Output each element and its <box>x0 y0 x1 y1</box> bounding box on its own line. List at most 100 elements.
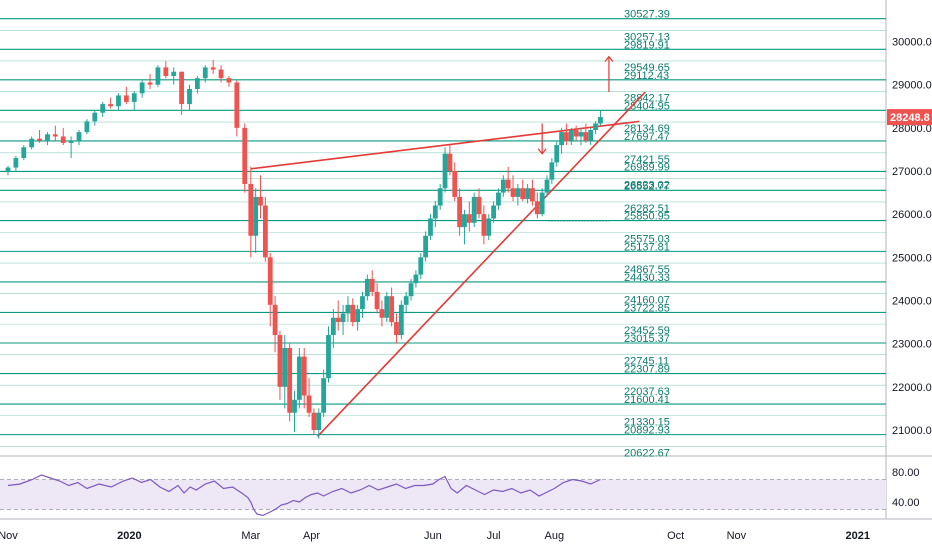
candle-body <box>68 140 74 143</box>
candle-layer <box>5 60 603 439</box>
level-label: 23722.85 <box>624 302 670 314</box>
level-label: 24430.33 <box>624 272 670 284</box>
candle-body <box>515 188 521 197</box>
level-label: 26282.51 <box>624 203 670 215</box>
y-tick-label: 25000.0 <box>892 252 932 264</box>
last-price-tag-bg <box>887 109 932 126</box>
candle-body <box>398 304 404 336</box>
candle-body <box>394 322 399 336</box>
candle-body <box>593 123 598 130</box>
axis-layer: 30000.0 29000.0 28000.0 27000.0 26000.0 25000… <box>0 37 932 543</box>
level-label: 24867.55 <box>624 264 670 276</box>
candle-body <box>301 356 307 396</box>
candle-body <box>486 218 492 236</box>
candle-body <box>296 356 302 400</box>
y-tick-label: 26000.0 <box>892 209 932 221</box>
candle-body <box>108 104 113 107</box>
candle-body <box>413 274 419 284</box>
candle-body <box>403 296 409 305</box>
y-tick-label: 22000.0 <box>892 382 932 394</box>
candle-body <box>326 335 331 379</box>
candle-body <box>539 192 545 215</box>
candle-body <box>123 95 129 102</box>
candle-body <box>350 304 356 323</box>
up-arrow-head <box>604 55 614 62</box>
y-tick-label: 23000.0 <box>892 339 932 351</box>
candle-body <box>374 291 380 310</box>
candle-body <box>92 112 98 122</box>
candle-body <box>564 132 569 141</box>
candle-body <box>462 214 467 228</box>
rsi-line <box>7 474 601 517</box>
candle-body <box>428 218 433 236</box>
level-label: 20892.93 <box>624 425 670 437</box>
candle-body <box>330 317 336 336</box>
candle-body <box>267 257 273 305</box>
candle-body <box>242 127 248 184</box>
candle-body <box>277 335 283 387</box>
candle-body <box>384 296 390 318</box>
candle-body <box>583 132 589 141</box>
candle-body <box>360 296 365 310</box>
down-arrow-head <box>537 148 547 155</box>
level-label: 27697.47 <box>624 131 670 143</box>
candle-body <box>131 93 137 102</box>
x-tick-label: Nov <box>727 530 747 542</box>
candle-body <box>544 179 550 193</box>
level-label: 21600.41 <box>624 394 670 406</box>
candle-body <box>500 179 506 193</box>
candle-body <box>491 205 496 219</box>
candle-body <box>530 188 535 202</box>
last-price-tag: 28248.8 <box>887 109 932 126</box>
candle-body <box>549 162 555 180</box>
candle-body <box>84 121 90 133</box>
candle-body <box>163 67 169 77</box>
candle-body <box>432 205 438 219</box>
candle-body <box>13 158 19 168</box>
rsi-layer <box>0 474 886 517</box>
candle-body <box>171 71 177 77</box>
level-label: 22037.63 <box>624 386 670 398</box>
level-label: 23015.37 <box>624 333 670 345</box>
candle-body <box>369 278 375 292</box>
y-tick-label: 27000.0 <box>892 166 932 178</box>
candle-body <box>179 71 185 105</box>
candle-body <box>505 179 511 189</box>
level-label: 26552.77 <box>624 180 670 192</box>
last-price-tag-text: 28248.8 <box>890 112 930 124</box>
candle-body <box>262 205 268 258</box>
rsi-y-tick-label: 40.00 <box>892 497 920 509</box>
candle-body <box>306 395 312 413</box>
candle-body <box>5 167 11 171</box>
candle-body <box>466 214 472 223</box>
candle-body <box>389 296 395 323</box>
level-label: 29112.43 <box>624 70 669 82</box>
level-label: 26823.02 <box>624 180 670 192</box>
candle-body <box>379 309 385 318</box>
candle-body <box>476 196 482 215</box>
y-tick-label: 30000.0 <box>892 37 932 49</box>
trendline <box>250 120 640 170</box>
candle-body <box>510 188 516 197</box>
candle-body <box>202 67 208 79</box>
candle-body <box>554 145 560 163</box>
level-label: 26989.99 <box>624 161 670 173</box>
candle-body <box>423 235 429 258</box>
rsi-band <box>0 479 886 510</box>
candle-body <box>210 67 216 70</box>
candle-body <box>37 138 42 141</box>
candle-body <box>287 347 293 413</box>
candle-body <box>21 147 27 159</box>
candle-body <box>520 188 526 200</box>
level-label: 20622.67 <box>624 447 670 459</box>
candle-body <box>316 412 322 430</box>
y-tick-label: 21000.0 <box>892 425 932 437</box>
x-tick-label: Oct <box>667 530 684 542</box>
candle-body <box>321 378 327 413</box>
trendline <box>316 91 646 438</box>
candle-body <box>76 132 82 141</box>
level-label: 30257.13 <box>624 31 670 43</box>
